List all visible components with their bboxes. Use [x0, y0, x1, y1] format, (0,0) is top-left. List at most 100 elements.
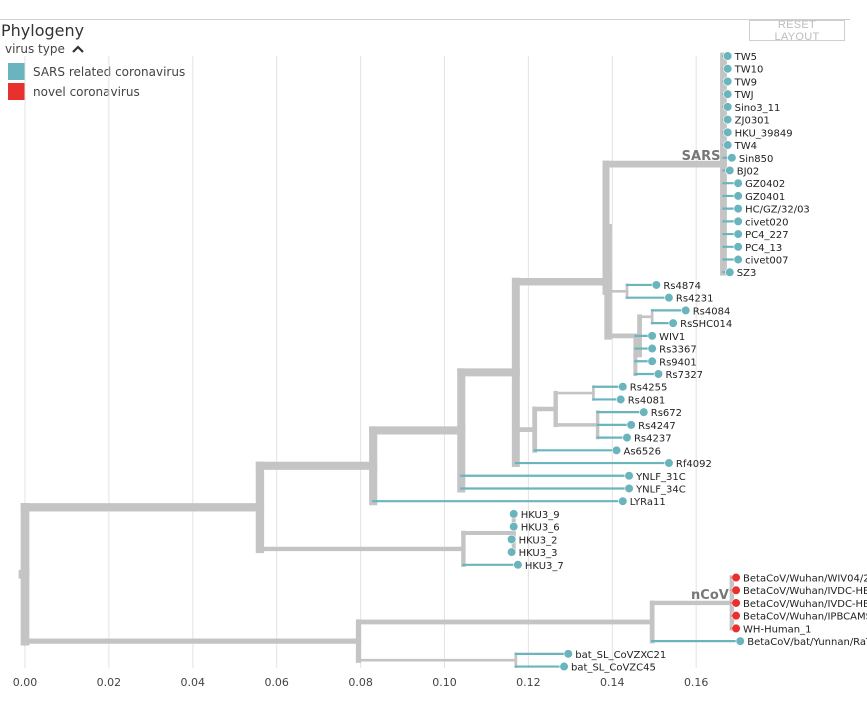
reset-layout-button[interactable]: RESET LAYOUT	[749, 19, 845, 43]
tip-label: TWJ	[734, 90, 754, 101]
tree-branches	[18, 52, 742, 668]
tip-label: Rs4255	[630, 383, 668, 394]
tip-label: As6526	[623, 446, 661, 457]
tip-label: bat_SL_CoVZXC21	[575, 650, 666, 661]
tip-label: TW5	[734, 52, 757, 63]
tip-node	[509, 509, 519, 519]
tip-node	[626, 420, 636, 430]
tip-label: PC4_227	[745, 230, 788, 241]
tip-label: HKU3_2	[519, 535, 558, 546]
tip-node	[664, 293, 674, 303]
tip-node	[733, 204, 743, 214]
tip-label: Rs4231	[676, 294, 714, 305]
tip-node	[668, 318, 678, 328]
tip-label: civet007	[745, 256, 788, 267]
tip-node	[727, 153, 737, 163]
tip-label: BetaCoV/Wuhan/IVDC-HB-01/2019	[743, 586, 867, 597]
tip-node	[624, 471, 634, 481]
tip-label: YNLF_31C	[635, 472, 686, 483]
tip-node	[622, 433, 632, 443]
tip-label: Rs4084	[693, 306, 731, 317]
tip-label: Rs9401	[659, 357, 697, 368]
x-tick-label: 0.14	[600, 676, 625, 689]
tip-label: Sin850	[739, 154, 774, 165]
tip-node	[664, 458, 674, 468]
tip-node	[513, 560, 523, 570]
tip-node	[509, 522, 519, 532]
x-tick-label: 0.12	[516, 676, 541, 689]
tip-node	[735, 636, 745, 646]
tip-label: Rs7327	[665, 370, 703, 381]
tip-node	[651, 280, 661, 290]
tip-node	[559, 661, 569, 672]
tip-label: Rs4247	[638, 421, 676, 432]
tip-node	[647, 331, 657, 341]
panel-title: Phylogeny	[1, 21, 85, 40]
tip-label: HC/GZ/32/03	[745, 205, 810, 216]
legend-item-ncov[interactable]: novel coronavirus	[8, 83, 140, 100]
tip-node	[723, 51, 733, 61]
tip-label: BJ02	[737, 166, 760, 177]
x-tick-label: 0.02	[97, 676, 122, 689]
tip-node	[653, 369, 664, 379]
tip-node	[647, 356, 657, 366]
tip-node	[507, 547, 517, 557]
tip-label: GZ0401	[745, 192, 785, 203]
x-tick-label: 0.10	[432, 676, 457, 689]
tip-node	[731, 572, 741, 583]
header-divider	[0, 19, 850, 20]
tip-node	[733, 254, 743, 265]
tip-node	[723, 76, 733, 87]
tip-label: WIV1	[659, 332, 685, 343]
tip-label: HKU3_3	[519, 548, 558, 559]
tip-label: Rs4874	[663, 281, 701, 292]
tip-node	[733, 216, 743, 226]
tip-label: HKU3_7	[525, 561, 564, 572]
tip-node	[563, 649, 573, 659]
tip-label: RsSHC014	[680, 319, 732, 330]
tip-node	[723, 102, 733, 112]
tip-node	[639, 407, 649, 417]
tip-node	[723, 140, 733, 150]
x-tick-label: 0.00	[13, 676, 38, 689]
tip-label: HKU3_6	[521, 523, 560, 534]
tip-label: BetaCoV/Wuhan/IPBCAMS-WH-01/2019	[743, 612, 867, 623]
tip-label: Sino3_11	[735, 103, 781, 114]
tip-label: BetaCoV/Wuhan/IVDC-HB-04/2020	[743, 599, 867, 610]
tip-node	[647, 343, 657, 354]
x-tick-label: 0.06	[264, 676, 289, 689]
tip-label: Rs4237	[634, 434, 672, 445]
legend-toggle[interactable]: virus type	[5, 42, 85, 56]
x-tick-label: 0.16	[684, 676, 709, 689]
chevron-up-icon	[72, 45, 84, 53]
legend-swatch-sars	[8, 63, 25, 80]
tip-node	[733, 191, 743, 201]
clade-label: SARS	[682, 149, 721, 164]
tip-node	[723, 127, 733, 137]
tip-node	[624, 483, 634, 494]
clade-label: nCoV	[691, 588, 729, 603]
tip-label: WH-Human_1	[743, 624, 811, 635]
legend-label-ncov: novel coronavirus	[33, 84, 140, 99]
tip-label: TW9	[734, 77, 757, 88]
tip-node	[681, 305, 691, 316]
tip-label: SZ3	[737, 268, 757, 279]
tip-label: GZ0402	[745, 179, 785, 190]
tip-label: HKU_39849	[735, 128, 793, 139]
tip-node	[616, 394, 626, 405]
tip-node	[733, 178, 743, 188]
tip-node	[725, 267, 735, 277]
tip-node	[507, 534, 517, 544]
tip-node	[611, 445, 622, 455]
tip-label: HKU3_9	[521, 510, 560, 521]
legend-toggle-label: virus type	[5, 42, 65, 56]
tip-label: civet020	[745, 217, 788, 228]
tip-label: ZJ0301	[735, 116, 770, 127]
tip-label: Rf4092	[676, 459, 712, 470]
tip-node	[731, 598, 741, 608]
legend-swatch-ncov	[8, 83, 25, 100]
tip-label: PC4_13	[745, 243, 782, 254]
tip-label: Rs672	[651, 408, 682, 419]
